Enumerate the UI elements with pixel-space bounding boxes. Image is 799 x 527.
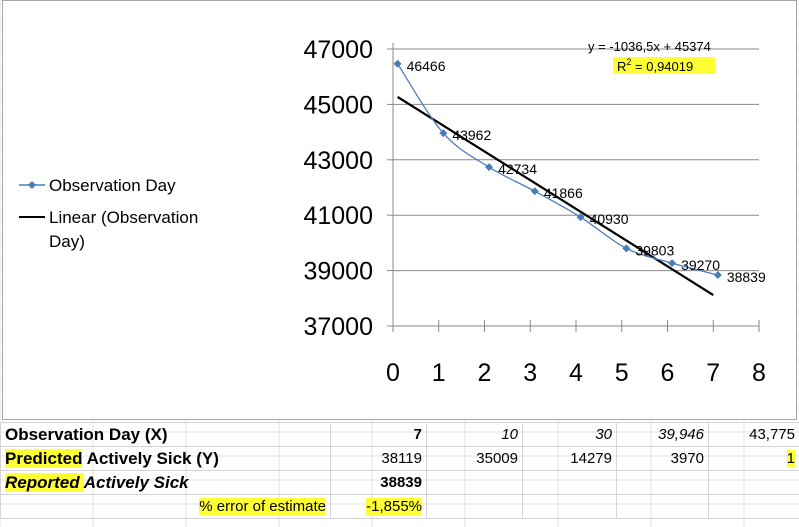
tick-label-x: 6	[661, 359, 675, 387]
data-point	[393, 59, 402, 68]
table-cell[interactable]: 14279	[522, 446, 617, 471]
table-cell[interactable]: 38119	[330, 446, 427, 471]
row-label-error[interactable]: % error of estimate	[0, 494, 331, 519]
trendline-equation: y = -1036,5x + 45374 R2 = 0,94019	[588, 39, 715, 74]
table-cell[interactable]	[522, 470, 617, 495]
label-rest: Actively Sick	[83, 472, 189, 492]
r2-value: = 0,94019	[631, 59, 693, 74]
tick-label-y: 41000	[303, 202, 373, 230]
scatter-chart: 46466 43962 42734 41866 40930 39803 39270 38839…	[19, 36, 766, 387]
highlight-one: 1	[786, 450, 795, 467]
table-row-predicted: Predicted Actively Sick (Y) 38119 35009 …	[0, 446, 799, 471]
data-point	[485, 163, 494, 172]
data-point	[576, 213, 585, 222]
legend-item-observation-day: Observation Day	[19, 176, 176, 195]
tick-label-x: 1	[432, 359, 446, 387]
legend-item-linear: Linear (Observation Day)	[19, 208, 198, 251]
r2-label: R	[617, 59, 626, 74]
legend-marker-diamond-icon	[28, 181, 36, 189]
data-label: 46466	[407, 58, 446, 74]
tick-label-x: 4	[569, 359, 583, 387]
tick-label-x: 5	[615, 359, 629, 387]
tick-labels: 37000 39000 41000 43000 45000 47000 0 1 2 3 4 5 6 7 8	[303, 36, 765, 387]
highlight-predicted: Predicted	[5, 448, 83, 468]
data-label: 38839	[727, 269, 766, 285]
table-cell[interactable]	[708, 470, 799, 495]
table-row-reported: Reported Actively Sick 38839	[0, 470, 799, 495]
tick-label-x: 7	[706, 359, 720, 387]
tick-label-y: 45000	[303, 91, 373, 119]
data-label: 41866	[544, 185, 583, 201]
tick-label-y: 43000	[303, 147, 373, 175]
data-labels: 46466 43962 42734 41866 40930 39803 39270 38839	[407, 58, 766, 285]
tick-label-x: 0	[386, 359, 400, 387]
table-cell[interactable]: 30	[522, 422, 617, 447]
table-cell[interactable]: -1,855%	[330, 494, 427, 519]
series-observation-day	[393, 59, 722, 280]
label-rest: Actively Sick (Y)	[82, 448, 219, 468]
table-cell[interactable]: 43,775	[708, 422, 799, 447]
data-label: 40930	[590, 211, 629, 227]
r2-text: R2 = 0,94019	[617, 57, 693, 74]
tick-label-x: 3	[523, 359, 537, 387]
row-label-observation-day[interactable]: Observation Day (X)	[0, 422, 331, 447]
axes	[387, 43, 760, 332]
tick-label-y: 39000	[303, 258, 373, 286]
data-point	[713, 271, 722, 280]
table-row-error: % error of estimate -1,855%	[0, 494, 799, 519]
highlight-error-value: -1,855%	[366, 498, 422, 515]
data-point	[622, 244, 631, 253]
table-cell[interactable]: 7	[330, 422, 427, 447]
trendline	[396, 95, 714, 296]
table-cell[interactable]: 38839	[330, 470, 427, 495]
table-cell[interactable]: 35009	[426, 446, 523, 471]
data-point	[530, 187, 539, 196]
equation-text: y = -1036,5x + 45374	[588, 39, 711, 54]
data-point	[439, 129, 448, 138]
data-label: 42734	[498, 161, 537, 177]
highlight-reported: Reported	[5, 472, 84, 492]
data-label: 39270	[681, 257, 720, 273]
data-label: 43962	[452, 127, 491, 143]
table-cell[interactable]	[522, 494, 617, 519]
data-table: Observation Day (X) 7 10 30 39,946 43,77…	[0, 422, 799, 519]
table-cell[interactable]	[426, 494, 523, 519]
tick-label-x: 8	[752, 359, 766, 387]
tick-label-x: 2	[478, 359, 492, 387]
table-cell[interactable]	[616, 470, 709, 495]
legend-label-series: Observation Day	[49, 176, 176, 195]
legend-label-trend-line2: Day)	[49, 232, 85, 251]
table-cell[interactable]: 39,946	[616, 422, 709, 447]
data-label: 39803	[635, 242, 674, 258]
legend: Observation Day Linear (Observation Day)	[19, 176, 198, 251]
table-cell[interactable]	[426, 470, 523, 495]
data-point	[668, 259, 677, 268]
table-row-observation-day: Observation Day (X) 7 10 30 39,946 43,77…	[0, 422, 799, 447]
table-cell[interactable]: 3970	[616, 446, 709, 471]
trendline-line	[396, 95, 714, 296]
row-label-predicted[interactable]: Predicted Actively Sick (Y)	[0, 446, 331, 471]
highlight-error-label: % error of estimate	[199, 498, 326, 515]
legend-label-trend-line1: Linear (Observation	[49, 208, 198, 227]
table-cell[interactable]: 10	[426, 422, 523, 447]
table-cell[interactable]	[616, 494, 709, 519]
r2-sup: 2	[626, 57, 631, 67]
tick-label-y: 37000	[303, 313, 373, 341]
row-label-reported[interactable]: Reported Actively Sick	[0, 470, 331, 495]
table-cell[interactable]	[708, 494, 799, 519]
tick-label-y: 47000	[303, 36, 373, 64]
r2-highlight	[613, 57, 715, 74]
table-cell[interactable]: 1	[708, 446, 799, 471]
chart-area[interactable]: 46466 43962 42734 41866 40930 39803 39270 38839…	[2, 0, 797, 420]
